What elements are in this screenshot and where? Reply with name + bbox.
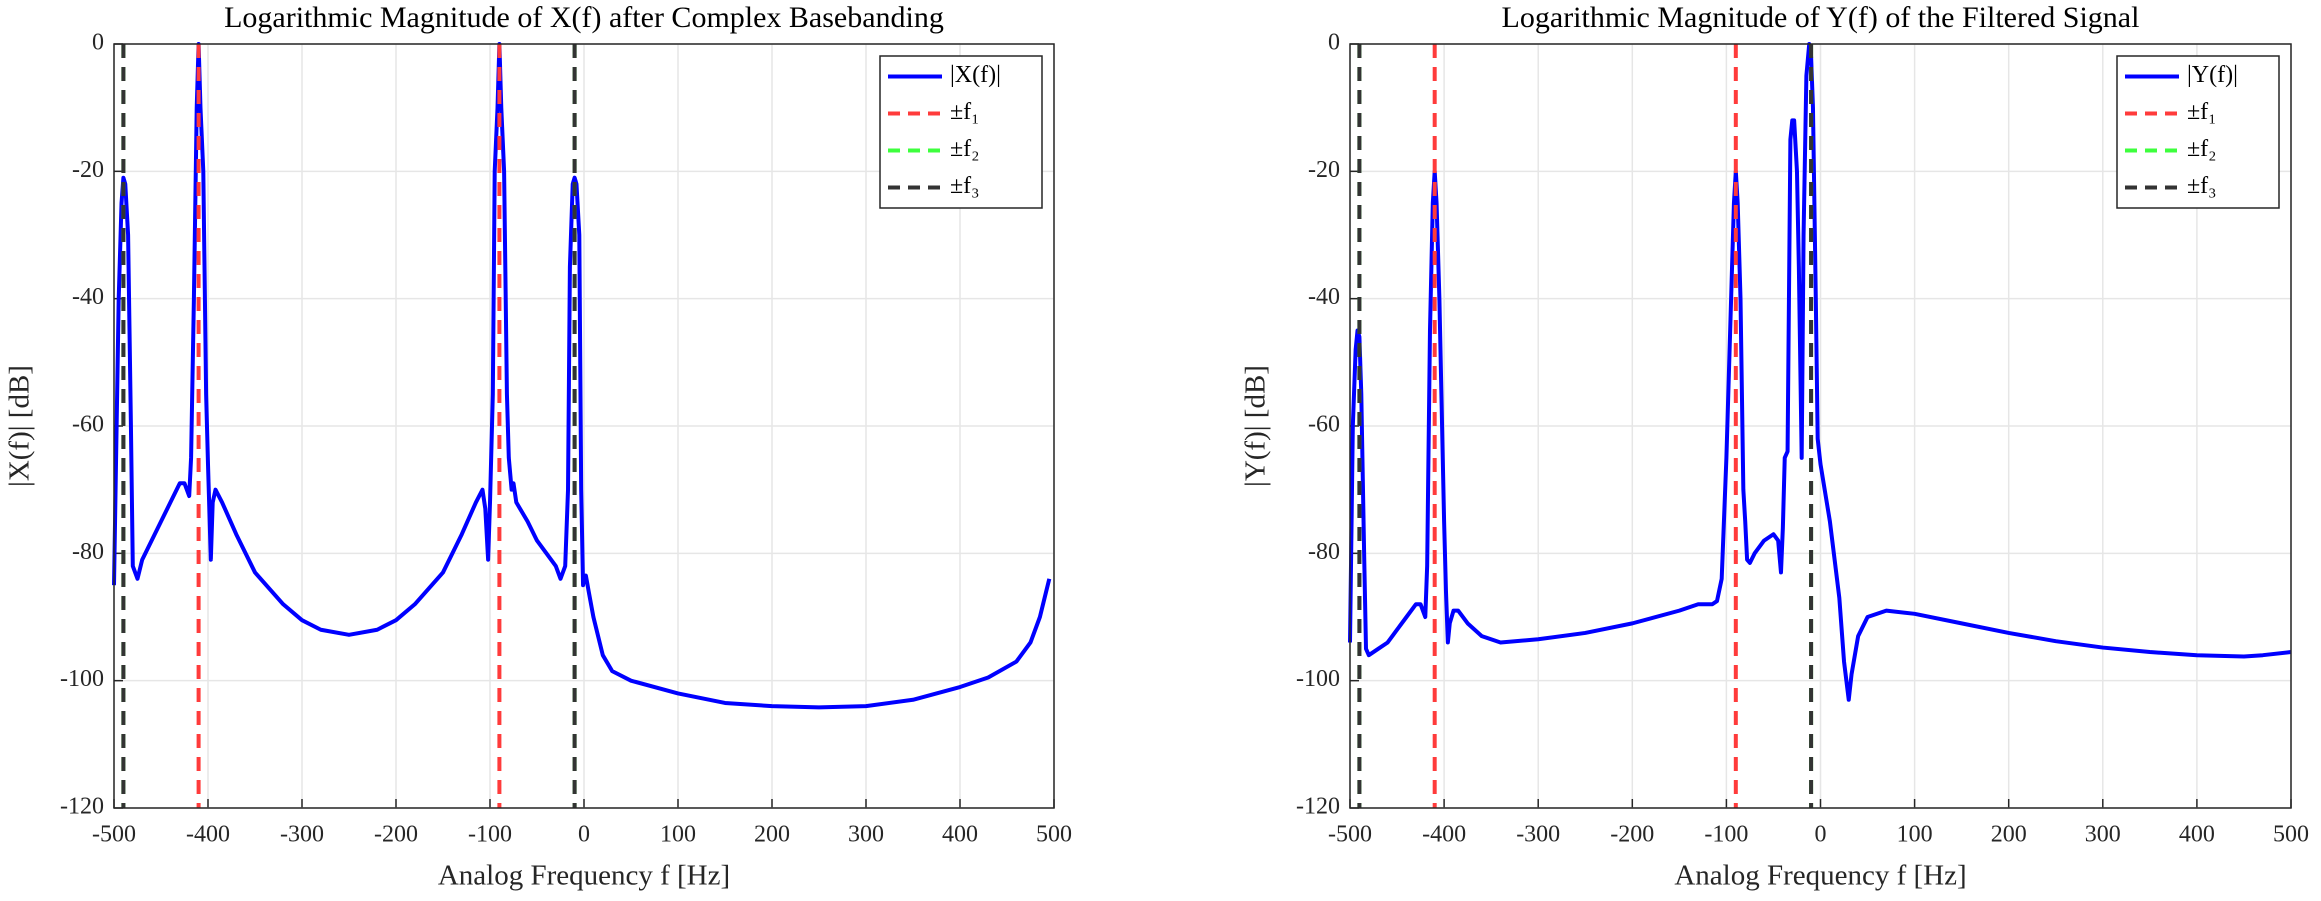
- axes-box: [113, 43, 1055, 809]
- x-tick-label: -100: [468, 822, 512, 848]
- legend-label: |Y(f)|: [2187, 62, 2238, 88]
- x-tick-label: -200: [374, 822, 418, 848]
- x-tick-label: 500: [2273, 822, 2309, 848]
- legend-label: ±f₂: [950, 136, 980, 162]
- x-tick-label: 400: [942, 822, 978, 848]
- y-tick-label: -60: [1308, 412, 1340, 438]
- legend-label: |X(f)|: [950, 62, 1001, 88]
- y-tick-label: -120: [60, 794, 104, 820]
- axes: -500 -400 -300 -200 -100 0 100 200 300 400 500-120…: [4, 1, 1072, 892]
- y-tick-label: 0: [1328, 30, 1340, 56]
- legend-label: ±f₂: [2187, 136, 2217, 162]
- x-tick-label: 200: [754, 822, 790, 848]
- y-tick-label: -120: [1296, 794, 1340, 820]
- y-axis-label: |X(f)| [dB]: [4, 365, 36, 487]
- y-tick-label: -40: [72, 284, 104, 310]
- y-tick-label: -40: [1308, 284, 1340, 310]
- legend-box: [2116, 55, 2280, 209]
- x-tick-label: -500: [1328, 822, 1372, 848]
- y-tick-label: -100: [1296, 666, 1340, 692]
- x-tick-label: -300: [1516, 822, 1560, 848]
- x-tick-label: 200: [1991, 822, 2027, 848]
- y-tick-label: -80: [1308, 539, 1340, 565]
- legend-label: ±f₃: [2187, 173, 2217, 199]
- x-tick-label: 400: [2179, 822, 2215, 848]
- legend-label: ±f₃: [950, 173, 980, 199]
- x-tick-label: -200: [1610, 822, 1654, 848]
- y-tick-label: 0: [92, 30, 104, 56]
- y-axis-label: |Y(f)| [dB]: [1240, 365, 1272, 487]
- data-line: [1348, 42, 2292, 702]
- legend-label: ±f₁: [2187, 99, 2217, 125]
- x-tick-label: 300: [2085, 822, 2121, 848]
- x-tick-label: 100: [1897, 822, 1933, 848]
- y-tick-label: -80: [72, 539, 104, 565]
- legend: |Y(f)| ±f₁ ±f₂ ±f₃: [2116, 55, 2280, 209]
- axes-box: [1349, 43, 2292, 809]
- y-tick-label: -20: [72, 157, 104, 183]
- legend-box: [879, 55, 1043, 209]
- x-tick-label: -500: [92, 822, 136, 848]
- x-tick-label: -300: [280, 822, 324, 848]
- legend: |X(f)| ±f₁ ±f₂ ±f₃: [879, 55, 1043, 209]
- chart-title: Logarithmic Magnitude of X(f) after Comp…: [224, 1, 944, 34]
- y-tick-label: -60: [72, 412, 104, 438]
- axes: -500 -400 -300 -200 -100 0 100 200 300 400 500-120…: [1240, 1, 2309, 892]
- y-tick-label: -100: [60, 666, 104, 692]
- x-tick-label: -400: [1422, 822, 1466, 848]
- chart-title: Logarithmic Magnitude of Y(f) of the Fil…: [1502, 1, 2140, 34]
- x-tick-label: -100: [1704, 822, 1748, 848]
- x-axis-label: Analog Frequency f [Hz]: [438, 860, 730, 892]
- y-tick-label: -20: [1308, 157, 1340, 183]
- x-tick-label: -400: [186, 822, 230, 848]
- data-line: [112, 42, 1052, 710]
- x-tick-label: 0: [578, 822, 590, 848]
- x-axis-label: Analog Frequency f [Hz]: [1674, 860, 1966, 892]
- x-tick-label: 500: [1036, 822, 1072, 848]
- legend-label: ±f₁: [950, 99, 980, 125]
- x-tick-label: 100: [660, 822, 696, 848]
- x-tick-label: 300: [848, 822, 884, 848]
- x-tick-label: 0: [1815, 822, 1827, 848]
